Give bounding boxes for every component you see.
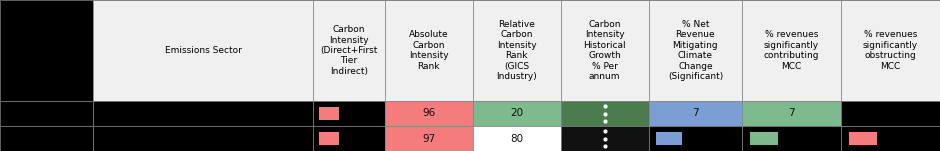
Bar xyxy=(384,126,473,151)
Bar xyxy=(841,126,940,151)
Bar xyxy=(93,101,313,126)
Bar xyxy=(742,126,841,151)
Bar xyxy=(313,0,384,101)
Bar xyxy=(0,0,93,101)
Bar xyxy=(849,132,877,145)
Bar xyxy=(841,101,940,126)
Bar xyxy=(649,0,742,101)
Text: Absolute
Carbon
Intensity
Rank: Absolute Carbon Intensity Rank xyxy=(409,30,448,71)
Bar xyxy=(841,0,940,101)
Bar xyxy=(473,101,560,126)
Bar xyxy=(384,0,473,101)
Bar xyxy=(473,126,560,151)
Text: Emissions Sector: Emissions Sector xyxy=(164,46,242,55)
Bar xyxy=(742,101,841,126)
Bar xyxy=(0,101,93,126)
Bar xyxy=(649,126,742,151)
Bar xyxy=(750,132,777,145)
Bar xyxy=(560,101,649,126)
Text: Relative
Carbon
Intensity
Rank
(GICS
Industry): Relative Carbon Intensity Rank (GICS Ind… xyxy=(496,20,537,81)
Bar xyxy=(560,0,649,101)
Text: 7: 7 xyxy=(789,109,795,119)
Bar xyxy=(319,132,339,145)
Text: 96: 96 xyxy=(422,109,435,119)
Bar xyxy=(93,0,313,101)
Bar xyxy=(313,101,384,126)
Bar xyxy=(560,126,649,151)
Bar xyxy=(656,132,682,145)
Text: % revenues
significantly
contributing
MCC: % revenues significantly contributing MC… xyxy=(764,30,820,71)
Text: % revenues
significantly
obstructing
MCC: % revenues significantly obstructing MCC xyxy=(863,30,918,71)
Bar xyxy=(742,0,841,101)
Bar xyxy=(384,101,473,126)
Text: 20: 20 xyxy=(510,109,524,119)
Bar xyxy=(319,107,339,120)
Bar xyxy=(93,126,313,151)
Bar xyxy=(0,126,93,151)
Bar xyxy=(473,0,560,101)
Text: 7: 7 xyxy=(692,109,698,119)
Bar xyxy=(313,126,384,151)
Text: Carbon
Intensity
Historical
Growth
% Per
annum: Carbon Intensity Historical Growth % Per… xyxy=(584,20,626,81)
Text: % Net
Revenue
Mitigating
Climate
Change
(Significant): % Net Revenue Mitigating Climate Change … xyxy=(667,20,723,81)
Text: 80: 80 xyxy=(510,133,524,143)
Text: 97: 97 xyxy=(422,133,435,143)
Text: Carbon
Intensity
(Direct+First
Tier
Indirect): Carbon Intensity (Direct+First Tier Indi… xyxy=(321,25,378,76)
Bar xyxy=(649,101,742,126)
